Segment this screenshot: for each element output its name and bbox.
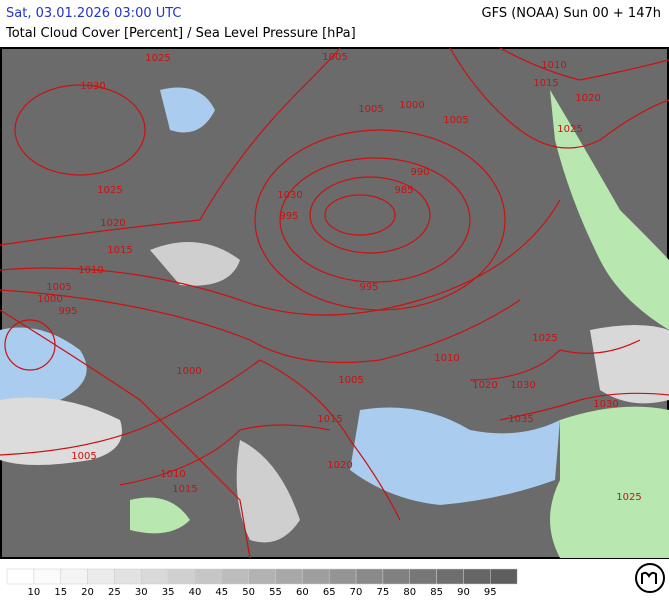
colorbar-swatch	[6, 568, 35, 585]
colorbar-swatch	[436, 568, 464, 585]
colorbar-label: 45	[215, 587, 228, 598]
isobar-label: 1015	[107, 245, 132, 256]
isobar-label: 995	[279, 211, 298, 222]
isobar-label: 1010	[78, 265, 103, 276]
colorbar-swatch	[409, 568, 437, 585]
isobar-label: 1025	[532, 333, 557, 344]
colorbar-label: 75	[377, 587, 390, 598]
isobar-label: 1000	[37, 294, 62, 305]
isobar-label: 1015	[172, 484, 197, 495]
isobar-label: 1005	[71, 451, 96, 462]
isobar-label: 1035	[508, 414, 533, 425]
colorbar-swatch	[33, 568, 61, 585]
colorbar-swatch	[463, 568, 491, 585]
isobar-label: 1010	[541, 60, 566, 71]
logo	[635, 563, 665, 593]
colorbar-swatch	[248, 568, 276, 585]
colorbar-label: 50	[242, 587, 255, 598]
colorbar-swatch	[490, 568, 518, 585]
isobar-label: 1025	[97, 185, 122, 196]
colorbar-label: 25	[108, 587, 121, 598]
isobar-label: 1000	[176, 366, 201, 377]
isobar-label: 1030	[510, 380, 535, 391]
isobar-label: 1020	[472, 380, 497, 391]
colorbar-label: 10	[27, 587, 40, 598]
subtitle: Total Cloud Cover [Percent] / Sea Level …	[6, 26, 356, 41]
isobar-lines	[0, 47, 669, 559]
isobar-label: 1025	[145, 53, 170, 64]
isobar-label: 1020	[100, 218, 125, 229]
isobar-label: 1005	[443, 115, 468, 126]
isobar-label: 1030	[593, 399, 618, 410]
isobar-label: 1005	[46, 282, 71, 293]
colorbar: 10 15 20 25 30 35 40 45 50 55 60 65 70 75 80 85 90 95	[6, 568, 518, 598]
colorbar-label: 40	[189, 587, 202, 598]
colorbar-label: 70	[350, 587, 363, 598]
colorbar-swatch	[167, 568, 196, 585]
isobar-label: 1005	[322, 52, 347, 63]
colorbar-swatch	[221, 568, 249, 585]
isobar-label: 1000	[399, 100, 424, 111]
colorbar-label: 20	[81, 587, 94, 598]
colorbar-swatch	[60, 568, 88, 585]
isobar-label: 1025	[557, 124, 582, 135]
colorbar-label: 80	[403, 587, 416, 598]
colorbar-label: 90	[457, 587, 470, 598]
colorbar-swatch	[328, 568, 357, 585]
isobar-label: 1010	[160, 469, 185, 480]
isobar-label: 1005	[338, 375, 363, 386]
isobar-label: 995	[58, 306, 77, 317]
colorbar-label: 95	[484, 587, 497, 598]
colorbar-label: 15	[54, 587, 67, 598]
isobar-label: 1025	[616, 492, 641, 503]
model-info: GFS (NOAA) Sun 00 + 147h	[481, 6, 661, 21]
isobar-label: 1015	[317, 414, 342, 425]
colorbar-swatch	[302, 568, 330, 585]
isobar-label: 1020	[575, 93, 600, 104]
isobar-label: 990	[410, 167, 429, 178]
colorbar-swatch	[355, 568, 384, 585]
isobar-label: 995	[359, 282, 378, 293]
header: Sat, 03.01.2026 03:00 UTC GFS (NOAA) Sun…	[0, 0, 669, 48]
colorbar-swatch	[194, 568, 223, 585]
isobar-label: 1030	[277, 190, 302, 201]
isobar-label: 1005	[358, 104, 383, 115]
colorbar-label: 35	[162, 587, 175, 598]
colorbar-label: 55	[269, 587, 282, 598]
colorbar-label: 60	[296, 587, 309, 598]
colorbar-label: 30	[135, 587, 148, 598]
isobar-label: 1010	[434, 353, 459, 364]
colorbar-swatch	[275, 568, 303, 585]
isobar-label: 1020	[327, 460, 352, 471]
colorbar-label: 85	[430, 587, 443, 598]
isobar-label: 1015	[533, 78, 558, 89]
run-time: Sat, 03.01.2026 03:00 UTC	[6, 6, 182, 21]
isobar-label: 1030	[80, 81, 105, 92]
isobar-label: 985	[394, 185, 413, 196]
colorbar-swatch	[382, 568, 410, 585]
colorbar-label: 65	[323, 587, 336, 598]
colorbar-swatch	[114, 568, 142, 585]
colorbar-swatch	[87, 568, 115, 585]
colorbar-swatch	[141, 568, 169, 585]
